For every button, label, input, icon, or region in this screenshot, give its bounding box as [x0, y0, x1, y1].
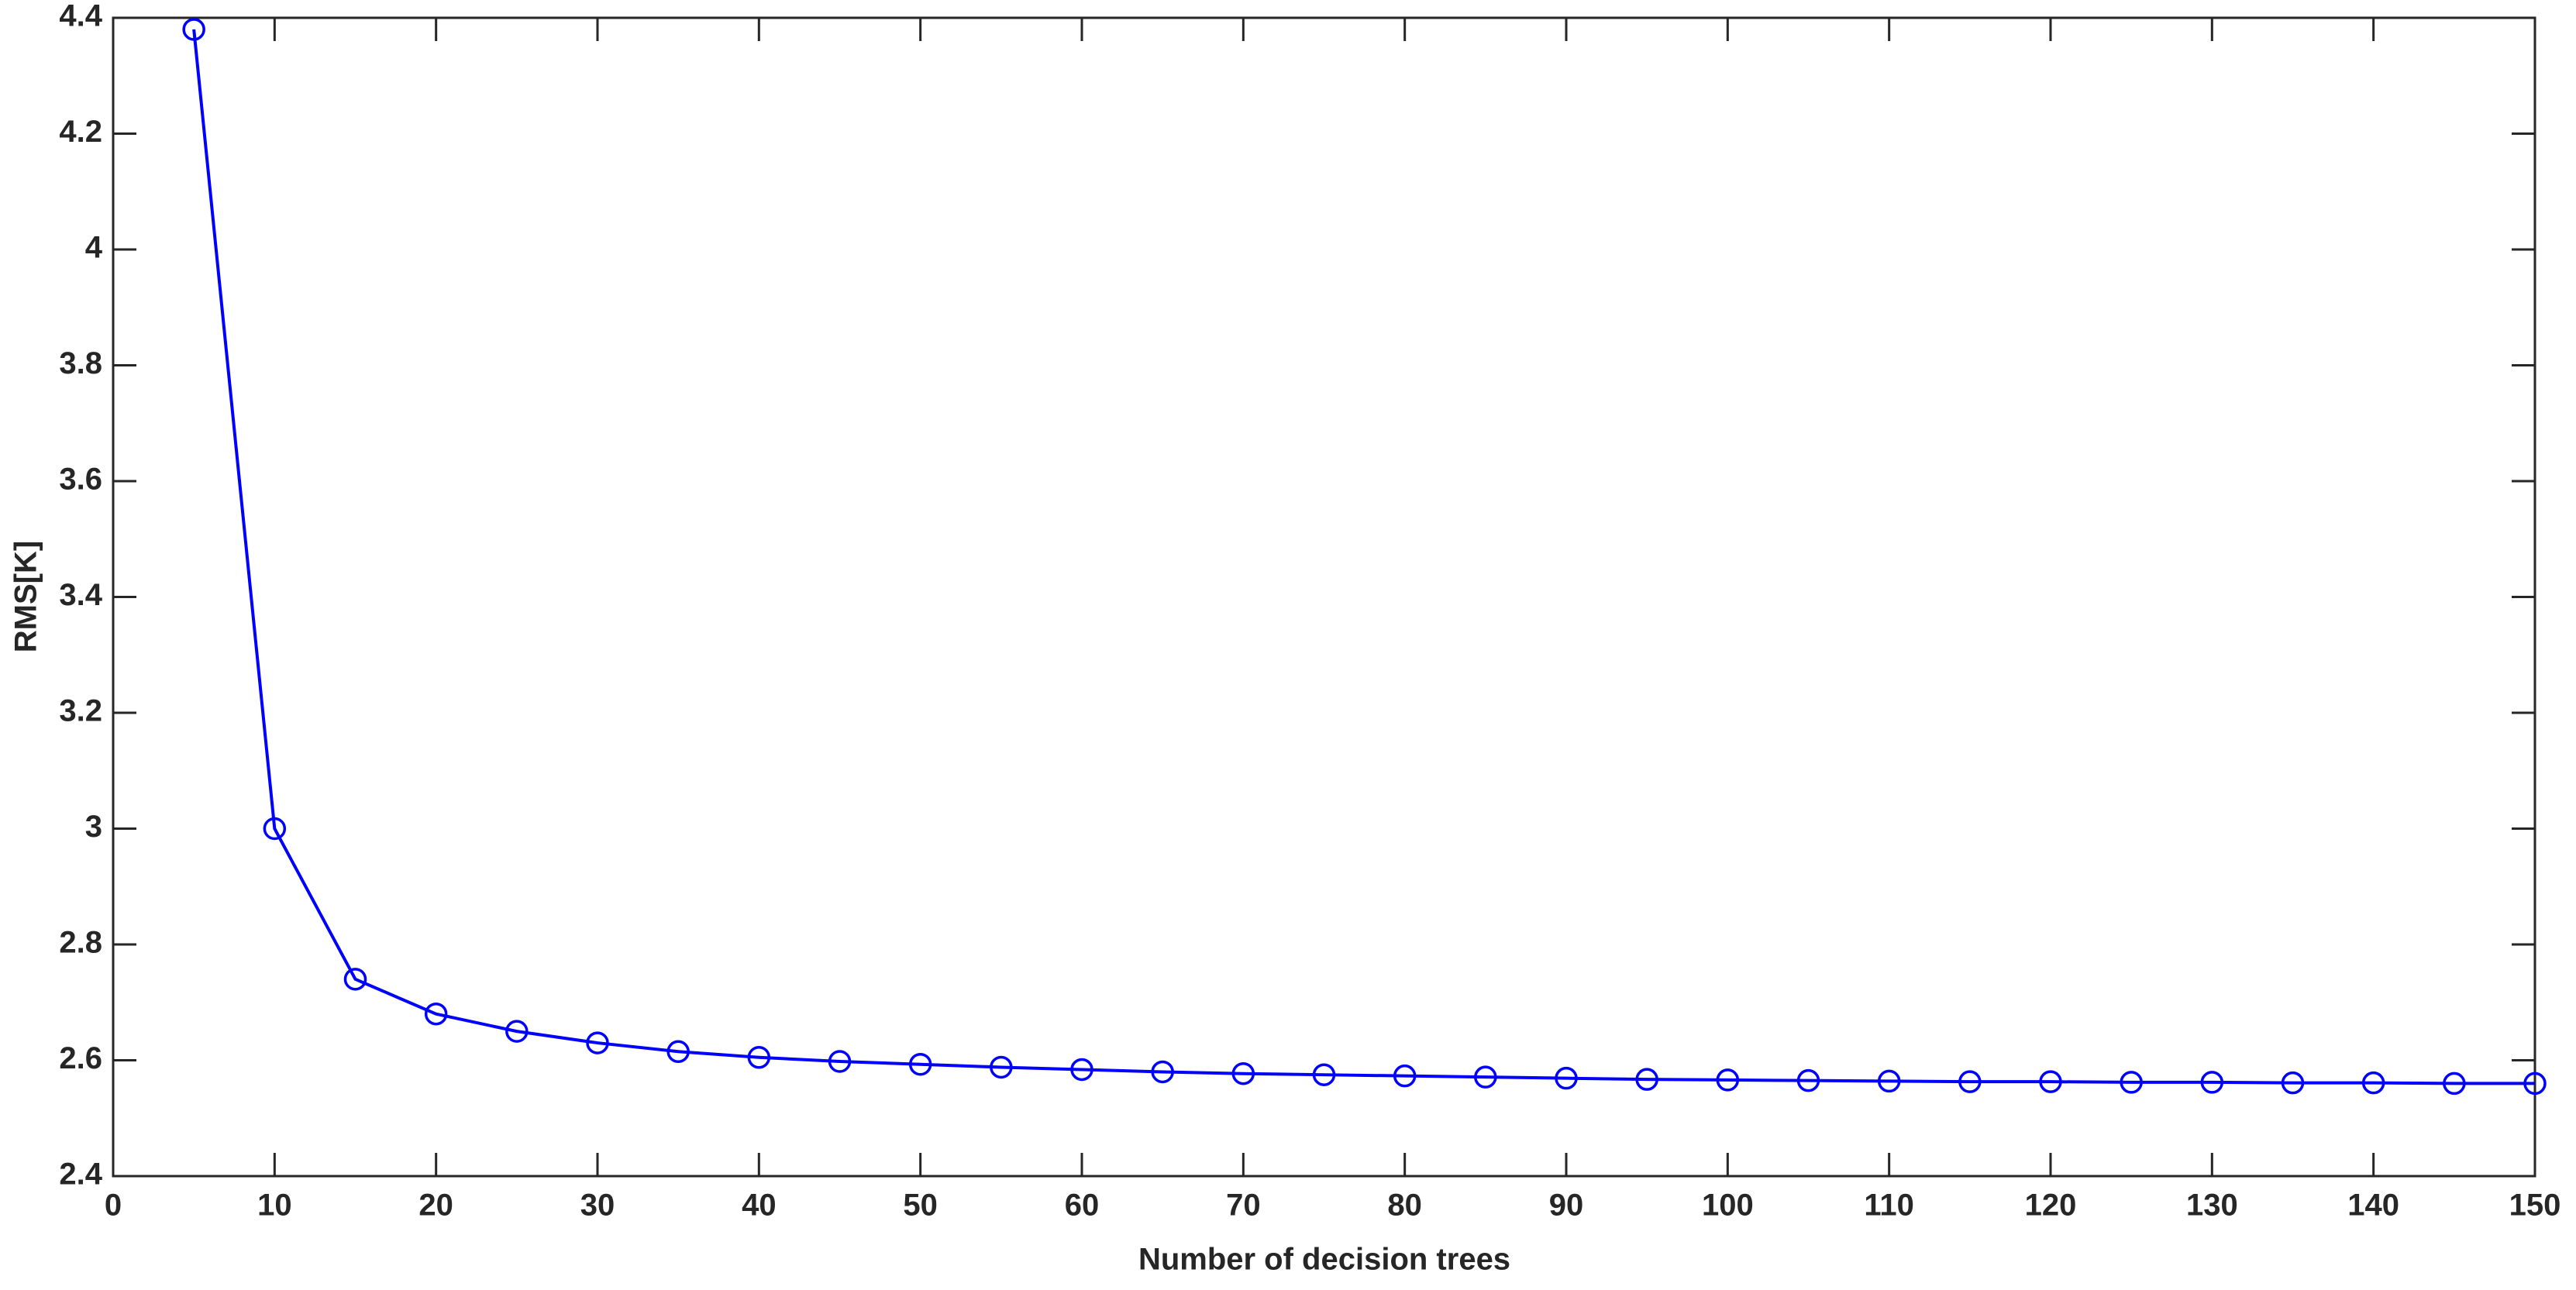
x-tick-label: 60 [1065, 1189, 1100, 1223]
point-marker [424, 1002, 448, 1026]
point-marker [2281, 1071, 2305, 1095]
y-tick-label: 3 [85, 810, 102, 844]
x-tick-label: 150 [2509, 1189, 2561, 1223]
y-tick-label: 3.4 [59, 578, 102, 612]
point-marker [1958, 1070, 1982, 1093]
point-marker [1877, 1069, 1901, 1093]
point-marker [2200, 1071, 2224, 1094]
x-tick-label: 30 [580, 1189, 615, 1223]
y-axis-label: RMS[K] [9, 541, 43, 652]
x-tick-label: 70 [1226, 1189, 1261, 1223]
x-tick-label: 100 [1702, 1189, 1754, 1223]
point-marker [1393, 1064, 1417, 1088]
y-tick-label: 2.4 [59, 1158, 102, 1192]
point-marker [1151, 1060, 1174, 1084]
x-tick-label: 90 [1549, 1189, 1584, 1223]
x-tick-label: 50 [903, 1189, 938, 1223]
point-marker [1635, 1068, 1658, 1091]
x-tick-label: 10 [257, 1189, 292, 1223]
point-marker [505, 1020, 529, 1043]
x-tick-label: 130 [2186, 1189, 2238, 1223]
y-tick-label: 4 [85, 231, 103, 265]
point-marker [1231, 1061, 1255, 1085]
point-marker [1716, 1068, 1740, 1092]
point-marker [182, 18, 205, 41]
y-tick-label: 4.4 [59, 0, 102, 33]
x-tick-label: 40 [742, 1189, 777, 1223]
point-marker [2361, 1071, 2385, 1095]
point-marker [747, 1046, 771, 1069]
y-tick-label: 3.8 [59, 346, 102, 380]
x-tick-label: 120 [2025, 1189, 2077, 1223]
x-tick-label: 20 [418, 1189, 453, 1223]
point-marker [1555, 1066, 1578, 1090]
y-tick-label: 3.2 [59, 694, 102, 728]
plot-frame [112, 16, 2536, 1178]
y-tick-label: 3.6 [59, 463, 102, 497]
point-marker [2443, 1072, 2466, 1096]
x-tick-label: 80 [1387, 1189, 1422, 1223]
y-tick-label: 2.8 [59, 926, 102, 960]
point-marker [2039, 1070, 2062, 1093]
x-tick-label: 0 [105, 1189, 122, 1223]
point-marker [908, 1052, 932, 1076]
point-marker [2523, 1072, 2547, 1096]
point-marker [828, 1050, 852, 1073]
point-marker [263, 817, 287, 841]
point-marker [1474, 1065, 1497, 1089]
y-tick-label: 2.6 [59, 1041, 102, 1075]
point-marker [990, 1055, 1013, 1079]
x-tick-label: 140 [2347, 1189, 2399, 1223]
point-marker [343, 968, 367, 991]
y-tick-label: 4.2 [59, 115, 102, 149]
point-marker [586, 1031, 609, 1054]
x-axis-label: Number of decision trees [1138, 1243, 1510, 1277]
point-marker [2120, 1071, 2143, 1094]
point-marker [1312, 1063, 1336, 1086]
point-marker [1070, 1058, 1093, 1082]
series-line [192, 29, 2535, 1085]
point-marker [1796, 1068, 1820, 1092]
x-tick-label: 110 [1864, 1189, 1914, 1223]
point-marker [666, 1040, 690, 1064]
